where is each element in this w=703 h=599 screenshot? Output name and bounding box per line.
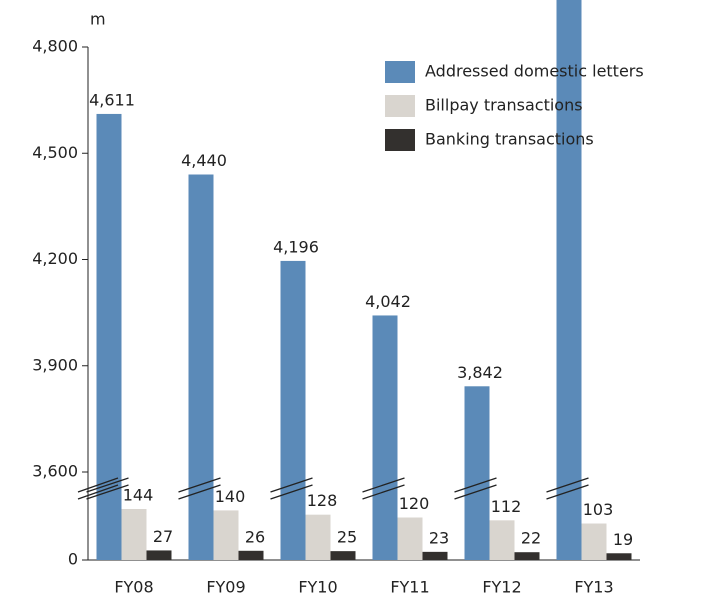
bar-value-label: 4,196 [273, 237, 319, 256]
bar [514, 552, 540, 560]
bar-value-label: 22 [521, 529, 541, 548]
bar [606, 553, 632, 560]
y-tick-label: 4,800 [32, 37, 78, 56]
legend-swatch [385, 129, 415, 151]
legend-label: Banking transactions [425, 130, 594, 149]
legend-label: Addressed domestic letters [425, 62, 644, 81]
bar [121, 509, 147, 560]
bar [581, 523, 607, 560]
axis-break-mark [454, 484, 497, 500]
x-tick-label: FY09 [206, 578, 245, 597]
bar-value-label: 4,042 [365, 292, 411, 311]
axis-break-mark [77, 477, 119, 493]
bar [305, 514, 331, 560]
axis-break-mark [362, 484, 405, 500]
bar [556, 0, 582, 561]
bar-value-label: 26 [245, 527, 265, 546]
axis-break-mark [77, 484, 119, 500]
axis-break-mark [454, 477, 497, 493]
axis-break-mark [178, 484, 221, 500]
bar [464, 386, 490, 560]
axis-break-mark [546, 477, 589, 493]
axis-break-mark [546, 484, 589, 500]
bar-value-label: 27 [153, 527, 173, 546]
legend-swatch [385, 95, 415, 117]
x-tick-label: FY12 [482, 578, 521, 597]
y-tick-label: 4,500 [32, 143, 78, 162]
bar-value-label: 4,440 [181, 151, 227, 170]
bar [238, 550, 264, 560]
bar-value-label: 103 [583, 500, 614, 519]
bar [188, 174, 214, 560]
bar [422, 551, 448, 560]
axis-break-mark [86, 484, 129, 500]
bar-value-label: 140 [215, 487, 246, 506]
x-tick-label: FY08 [114, 578, 153, 597]
bar-value-label: 128 [307, 491, 338, 510]
bar [280, 260, 306, 560]
bar-value-label: 25 [337, 528, 357, 547]
x-tick-label: FY11 [390, 578, 429, 597]
axis-break-mark [178, 477, 221, 493]
x-tick-label: FY13 [574, 578, 613, 597]
axis-break-mark [86, 477, 129, 493]
axis-break-mark [270, 484, 313, 500]
legend-label: Billpay transactions [425, 96, 583, 115]
y-tick-label: 0 [68, 550, 78, 569]
bar-value-label: 120 [399, 494, 430, 513]
bar-value-label: 144 [123, 486, 154, 505]
bar-value-label: 4,611 [89, 90, 135, 109]
bar [330, 551, 356, 560]
legend-swatch [385, 61, 415, 83]
bar [146, 550, 172, 560]
axis-break-mark [270, 477, 313, 493]
bar-value-label: 23 [429, 528, 449, 547]
bar-value-label: 112 [491, 497, 522, 516]
bar [96, 113, 122, 560]
y-tick-label: 3,900 [32, 355, 78, 374]
bar [213, 510, 239, 560]
bar-value-label: 19 [613, 530, 633, 549]
x-tick-label: FY10 [298, 578, 337, 597]
bar-value-label: 3,842 [457, 363, 503, 382]
y-tick-label: 3,600 [32, 462, 78, 481]
y-axis-unit: m [90, 10, 106, 29]
axis-break-mark [362, 477, 405, 493]
bar [489, 520, 515, 560]
bar [372, 315, 398, 560]
bar [397, 517, 423, 560]
y-tick-label: 4,200 [32, 249, 78, 268]
